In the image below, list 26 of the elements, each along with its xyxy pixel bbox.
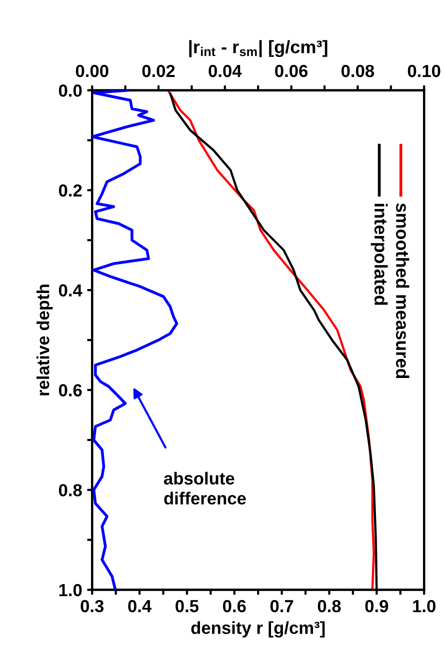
- y-tick-label: 0.4: [58, 284, 82, 297]
- y-tick-label: 0.8: [58, 484, 82, 496]
- x2-tick-label: 0.02: [142, 64, 175, 78]
- x2-axis-title: |r$_{int}$ - r$_{sm}$| [g/cm³]: [189, 40, 328, 58]
- text: interpolated: [370, 204, 388, 305]
- y-axis-title: relative depth: [36, 284, 53, 396]
- x2-tick-label: 0.08: [341, 64, 374, 78]
- text: smoothed measured: [396, 203, 410, 378]
- x2-tick-label: 0.06: [275, 64, 308, 78]
- y-tick-label: 0.0: [58, 84, 82, 97]
- annotation: absolute difference: [164, 472, 246, 505]
- y-tick-label: 0.6: [58, 384, 82, 396]
- x-tick-label: 0.9: [365, 600, 388, 612]
- x2-tick-label: 0.04: [208, 64, 242, 78]
- x-axis-title: density r [g/cm³]: [191, 621, 325, 638]
- x-tick-label: 0.3: [80, 600, 104, 612]
- y-tick-label: 1.0: [59, 584, 82, 596]
- x-tick-label: 0.8: [318, 600, 341, 612]
- x-tick-label: 0.7: [270, 600, 294, 612]
- x2-tick-label: 0.00: [76, 64, 108, 78]
- x-tick-label: 0.5: [176, 600, 199, 612]
- x-tick-label: 0.6: [223, 600, 246, 612]
- y-tick-label: 0.2: [58, 184, 82, 197]
- x-tick-label: 1.0: [413, 600, 436, 612]
- x2-tick-label: 0.10: [408, 64, 440, 78]
- x-tick-label: 0.4: [128, 600, 152, 612]
